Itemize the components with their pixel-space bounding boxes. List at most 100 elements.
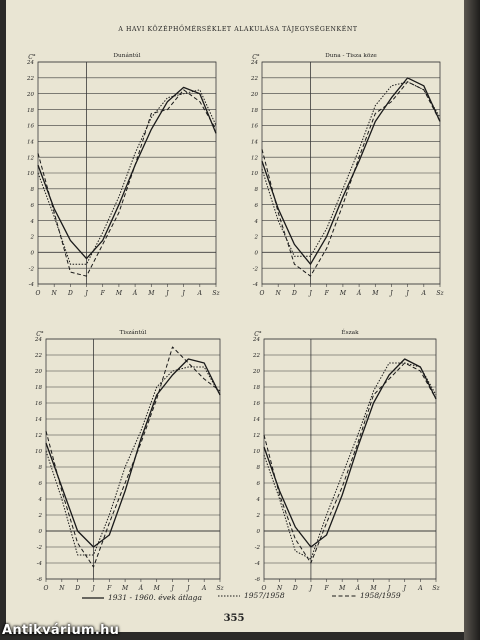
y-tick-label: 20 bbox=[26, 92, 34, 98]
chart-title: Duna - Tisza köze bbox=[325, 53, 377, 59]
y-tick-label: 24 bbox=[250, 60, 258, 66]
x-tick-label: J bbox=[83, 290, 88, 297]
y-axis-unit-label: C° bbox=[254, 331, 262, 338]
x-tick-label: Sz bbox=[436, 290, 444, 297]
y-tick-label: -2 bbox=[253, 266, 259, 272]
x-tick-label: J bbox=[90, 585, 95, 592]
y-tick-label: -2 bbox=[37, 545, 43, 551]
y-tick-label: 16 bbox=[251, 124, 258, 130]
y-tick-label: 18 bbox=[27, 108, 34, 114]
legend-label-1957: 1957/1958 bbox=[244, 591, 285, 600]
y-tick-label: 18 bbox=[253, 385, 260, 391]
page-number: 355 bbox=[224, 613, 245, 624]
y-tick-label: 6 bbox=[257, 481, 261, 487]
x-tick-label: N bbox=[275, 290, 282, 297]
x-tick-label: A bbox=[201, 585, 207, 592]
x-tick-label: M bbox=[121, 585, 129, 592]
y-tick-label: 4 bbox=[38, 497, 43, 503]
x-tick-label: F bbox=[323, 585, 329, 592]
x-tick-label: J bbox=[402, 585, 407, 592]
y-tick-label: -2 bbox=[29, 266, 35, 272]
y-tick-label: 10 bbox=[35, 449, 42, 455]
x-tick-label: F bbox=[106, 585, 112, 592]
y-tick-label: 6 bbox=[31, 203, 35, 209]
series-line-dotted bbox=[45, 366, 221, 556]
x-tick-label: J bbox=[164, 290, 169, 297]
series-line-solid bbox=[263, 358, 437, 548]
x-tick-label: Á bbox=[138, 585, 144, 592]
y-tick-label: 20 bbox=[250, 92, 258, 98]
x-tick-label: N bbox=[276, 585, 283, 592]
x-tick-label: M bbox=[339, 290, 347, 297]
plot-frame bbox=[263, 338, 437, 580]
y-tick-label: 10 bbox=[253, 449, 260, 455]
x-tick-label: J bbox=[308, 585, 313, 592]
y-axis-unit-label: C° bbox=[252, 54, 260, 61]
x-tick-label: Sz bbox=[212, 290, 220, 297]
chart-title: Tiszántúl bbox=[120, 329, 147, 336]
y-tick-label: 22 bbox=[34, 353, 42, 359]
y-tick-label: 16 bbox=[253, 401, 260, 407]
y-tick-label: 6 bbox=[255, 203, 259, 209]
y-tick-label: 12 bbox=[251, 155, 258, 161]
x-tick-label: Sz bbox=[432, 585, 440, 592]
x-tick-label: D bbox=[67, 290, 73, 297]
x-tick-label: N bbox=[51, 290, 58, 297]
y-tick-label: 16 bbox=[27, 124, 34, 130]
legend-label-avg: 1931 - 1960. évek átlaga bbox=[108, 593, 202, 602]
x-tick-label: Á bbox=[356, 290, 362, 297]
x-tick-label: M bbox=[153, 585, 161, 592]
x-tick-label: F bbox=[100, 290, 106, 297]
chart-title: Dunántúl bbox=[113, 52, 140, 59]
y-tick-label: 8 bbox=[31, 187, 35, 193]
x-tick-label: M bbox=[147, 290, 155, 297]
y-tick-label: 2 bbox=[254, 235, 259, 241]
x-tick-label: Sz bbox=[216, 585, 224, 592]
x-tick-label: J bbox=[307, 290, 312, 297]
y-tick-label: 12 bbox=[253, 433, 260, 439]
y-tick-label: 0 bbox=[257, 529, 261, 535]
y-tick-label: 12 bbox=[35, 433, 42, 439]
x-tick-label: F bbox=[324, 290, 330, 297]
y-tick-label: 6 bbox=[39, 481, 43, 487]
series-line-dotted bbox=[261, 81, 441, 257]
y-tick-label: 14 bbox=[35, 417, 42, 423]
y-tick-label: 14 bbox=[251, 139, 258, 145]
x-tick-label: O bbox=[36, 290, 41, 297]
x-tick-label: J bbox=[404, 290, 409, 297]
book-spine-shadow bbox=[464, 0, 480, 640]
x-tick-label: M bbox=[338, 585, 346, 592]
x-tick-label: J bbox=[386, 585, 391, 592]
series-line-solid bbox=[37, 86, 217, 260]
series-line-dashed bbox=[261, 81, 441, 277]
x-tick-label: J bbox=[185, 585, 190, 592]
plot-frame bbox=[45, 338, 221, 580]
page-title: A HAVI KÖZÉPHŐMÉRSÉKLET ALAKULÁSA TÁJEGY… bbox=[117, 25, 358, 33]
x-tick-label: O bbox=[260, 290, 265, 297]
x-tick-label: A bbox=[421, 290, 427, 297]
series-line-dotted bbox=[37, 89, 217, 265]
x-tick-label: J bbox=[388, 290, 393, 297]
y-tick-label: 2 bbox=[30, 235, 35, 241]
y-tick-label: 24 bbox=[252, 337, 260, 343]
y-tick-label: -4 bbox=[29, 282, 35, 288]
y-tick-label: 12 bbox=[27, 155, 34, 161]
y-tick-label: 22 bbox=[250, 76, 258, 82]
series-line-dotted bbox=[263, 362, 437, 560]
y-tick-label: 10 bbox=[251, 171, 258, 177]
y-tick-label: 4 bbox=[30, 219, 35, 225]
y-tick-label: -4 bbox=[255, 561, 261, 567]
x-tick-label: D bbox=[74, 585, 80, 592]
y-tick-label: 24 bbox=[26, 60, 34, 66]
chart-title: Észak bbox=[341, 328, 359, 336]
legend-label-1958: 1958/1959 bbox=[360, 591, 401, 600]
y-tick-label: 22 bbox=[26, 76, 34, 82]
y-tick-label: 14 bbox=[253, 417, 260, 423]
y-tick-label: 18 bbox=[251, 108, 258, 114]
series-line-dashed bbox=[45, 346, 221, 568]
y-tick-label: -6 bbox=[255, 577, 261, 583]
